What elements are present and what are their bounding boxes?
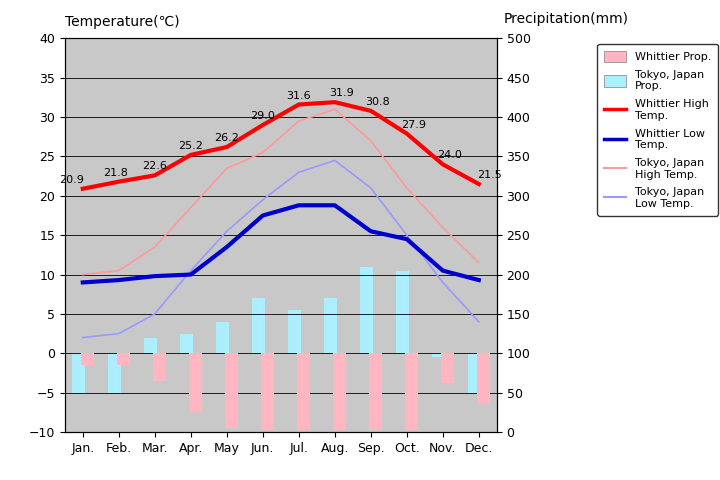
- Bar: [261, 353, 274, 430]
- Text: Precipitation(mm): Precipitation(mm): [504, 12, 629, 26]
- Bar: [441, 353, 454, 383]
- Text: 22.6: 22.6: [143, 161, 167, 171]
- Text: 24.0: 24.0: [438, 150, 462, 160]
- Bar: [333, 353, 346, 430]
- Bar: [432, 353, 445, 357]
- Bar: [252, 298, 265, 353]
- Bar: [405, 353, 418, 430]
- Bar: [144, 337, 157, 353]
- Bar: [189, 353, 202, 412]
- Y-axis label: Precipitation(mm): Precipitation(mm): [0, 479, 1, 480]
- Text: 21.8: 21.8: [103, 168, 127, 178]
- Text: 31.9: 31.9: [330, 88, 354, 98]
- Text: 30.8: 30.8: [366, 97, 390, 107]
- Bar: [468, 353, 481, 393]
- Bar: [108, 353, 121, 393]
- Bar: [369, 353, 382, 430]
- Bar: [297, 353, 310, 430]
- Bar: [153, 353, 166, 381]
- Text: 25.2: 25.2: [179, 141, 203, 151]
- Bar: [360, 267, 373, 353]
- Text: Temperature(℃): Temperature(℃): [65, 14, 179, 29]
- Legend: Whittier Prop., Tokyo, Japan
Prop., Whittier High
Temp., Whittier Low
Temp., Tok: Whittier Prop., Tokyo, Japan Prop., Whit…: [598, 44, 719, 216]
- Bar: [117, 353, 130, 365]
- Bar: [225, 353, 238, 428]
- Bar: [72, 353, 85, 393]
- Bar: [288, 310, 301, 353]
- Text: 20.9: 20.9: [60, 175, 84, 185]
- Bar: [180, 334, 193, 353]
- Bar: [477, 353, 490, 405]
- Text: 31.6: 31.6: [287, 91, 311, 101]
- Text: 27.9: 27.9: [402, 120, 426, 130]
- Bar: [81, 353, 94, 365]
- Bar: [216, 322, 229, 353]
- Text: 21.5: 21.5: [477, 170, 502, 180]
- Bar: [396, 271, 409, 353]
- Bar: [324, 298, 337, 353]
- Text: 26.2: 26.2: [215, 133, 239, 143]
- Text: 29.0: 29.0: [251, 111, 275, 121]
